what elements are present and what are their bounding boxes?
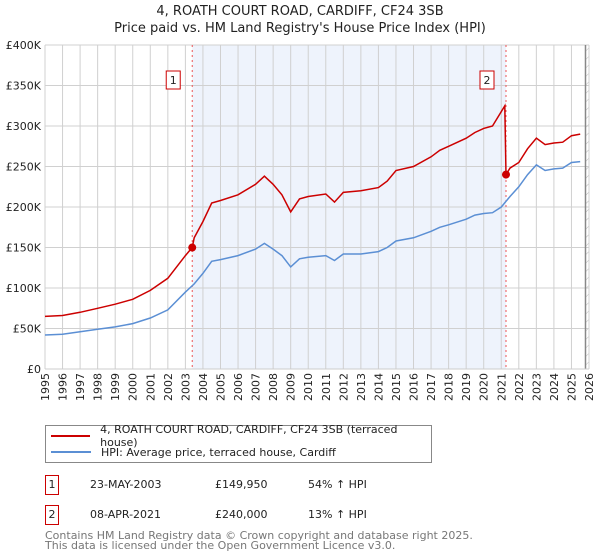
sale-price: £149,950 [215, 478, 268, 491]
sale-date: 08-APR-2021 [90, 508, 162, 521]
x-tick-label: 2007 [250, 373, 263, 401]
x-tick-label: 1998 [92, 373, 105, 401]
x-tick-label: 2026 [583, 373, 596, 401]
y-tick-label: £350K [6, 80, 42, 93]
x-tick-label: 2015 [390, 373, 403, 401]
y-tick-label: £150K [6, 242, 42, 255]
sale-label-box [165, 70, 181, 90]
legend-label-property: 4, ROATH COURT ROAD, CARDIFF, CF24 3SB (… [100, 423, 398, 449]
y-tick-label: £0 [27, 363, 41, 376]
x-tick-label: 2011 [320, 373, 333, 401]
sale-label: 2 [483, 74, 490, 87]
sale-delta: 13% ↑ HPI [308, 508, 367, 521]
sale-price: £240,000 [215, 508, 268, 521]
chart-title: 4, ROATH COURT ROAD, CARDIFF, CF24 3SB [156, 4, 444, 19]
property-price-line [44, 103, 581, 318]
sale-point [188, 243, 197, 252]
legend: 4, ROATH COURT ROAD, CARDIFF, CF24 3SB (… [45, 423, 432, 463]
x-tick-label: 2025 [565, 373, 578, 401]
legend-swatch-property [51, 435, 91, 437]
y-tick-label: £400K [6, 39, 42, 52]
x-tick-label: 2006 [232, 373, 245, 401]
x-tick-label: 2009 [285, 373, 298, 401]
x-tick-label: 1996 [57, 373, 70, 401]
sale-delta: 54% ↑ HPI [308, 478, 367, 491]
footer-line-1: Contains HM Land Registry data © Crown c… [45, 529, 473, 542]
x-tick-label: 2024 [548, 373, 561, 401]
sale-row-2: 2 08-APR-2021 £240,000 13% ↑ HPI [45, 505, 445, 525]
x-tick-label: 2018 [443, 373, 456, 401]
x-tick-label: 2002 [162, 373, 175, 401]
legend-swatch-hpi [51, 451, 91, 453]
legend-label-hpi: HPI: Average price, terraced house, Card… [101, 445, 336, 459]
x-tick-label: 2022 [513, 373, 526, 401]
x-tick-label: 2019 [460, 373, 473, 401]
x-tick-label: 2014 [372, 373, 385, 401]
y-tick-label: £300K [6, 120, 42, 133]
x-tick-label: 1995 [39, 373, 52, 401]
sale-badge: 1 [45, 475, 59, 495]
x-tick-label: 2000 [127, 373, 140, 401]
x-tick-label: 1999 [109, 373, 122, 401]
sale-point [501, 170, 510, 179]
x-tick-label: 2013 [355, 373, 368, 401]
chart-subtitle: Price paid vs. HM Land Registry's House … [114, 21, 486, 36]
y-tick-label: £50K [13, 323, 42, 336]
price-chart: 1995 1996 1997 1998 1999 2000 2001 2002 2003 2004… [6, 39, 596, 401]
y-tick-label: £200K [6, 201, 42, 214]
x-tick-label: 1997 [74, 373, 87, 401]
x-tick-label: 2008 [267, 373, 280, 401]
x-tick-label: 2021 [495, 373, 508, 401]
sale-label: 1 [170, 74, 177, 87]
sale-badge: 2 [45, 505, 59, 525]
x-tick-label: 2001 [144, 373, 157, 401]
legend-item-property: 4, ROATH COURT ROAD, CARDIFF, CF24 3SB (… [46, 423, 431, 449]
x-tick-label: 2005 [214, 373, 227, 401]
footer-line-2: This data is licensed under the Open Gov… [45, 539, 396, 552]
sale-label-box [479, 70, 495, 90]
x-tick-label: 2017 [425, 373, 438, 401]
x-tick-label: 2020 [478, 373, 491, 401]
x-tick-label: 2004 [197, 373, 210, 401]
legend-item-hpi: HPI: Average price, terraced house, Card… [46, 444, 336, 460]
x-tick-label: 2012 [337, 373, 350, 401]
hpi-line [44, 160, 581, 336]
y-tick-label: £100K [6, 282, 42, 295]
sale-row-1: 1 23-MAY-2003 £149,950 54% ↑ HPI [45, 475, 445, 495]
y-tick-label: £250K [6, 161, 42, 174]
x-tick-label: 2016 [408, 373, 421, 401]
x-tick-label: 2023 [530, 373, 543, 401]
sale-date: 23-MAY-2003 [90, 478, 162, 491]
footer: Contains HM Land Registry data © Crown c… [45, 529, 473, 552]
x-tick-label: 2010 [302, 373, 315, 401]
x-tick-label: 2003 [179, 373, 192, 401]
